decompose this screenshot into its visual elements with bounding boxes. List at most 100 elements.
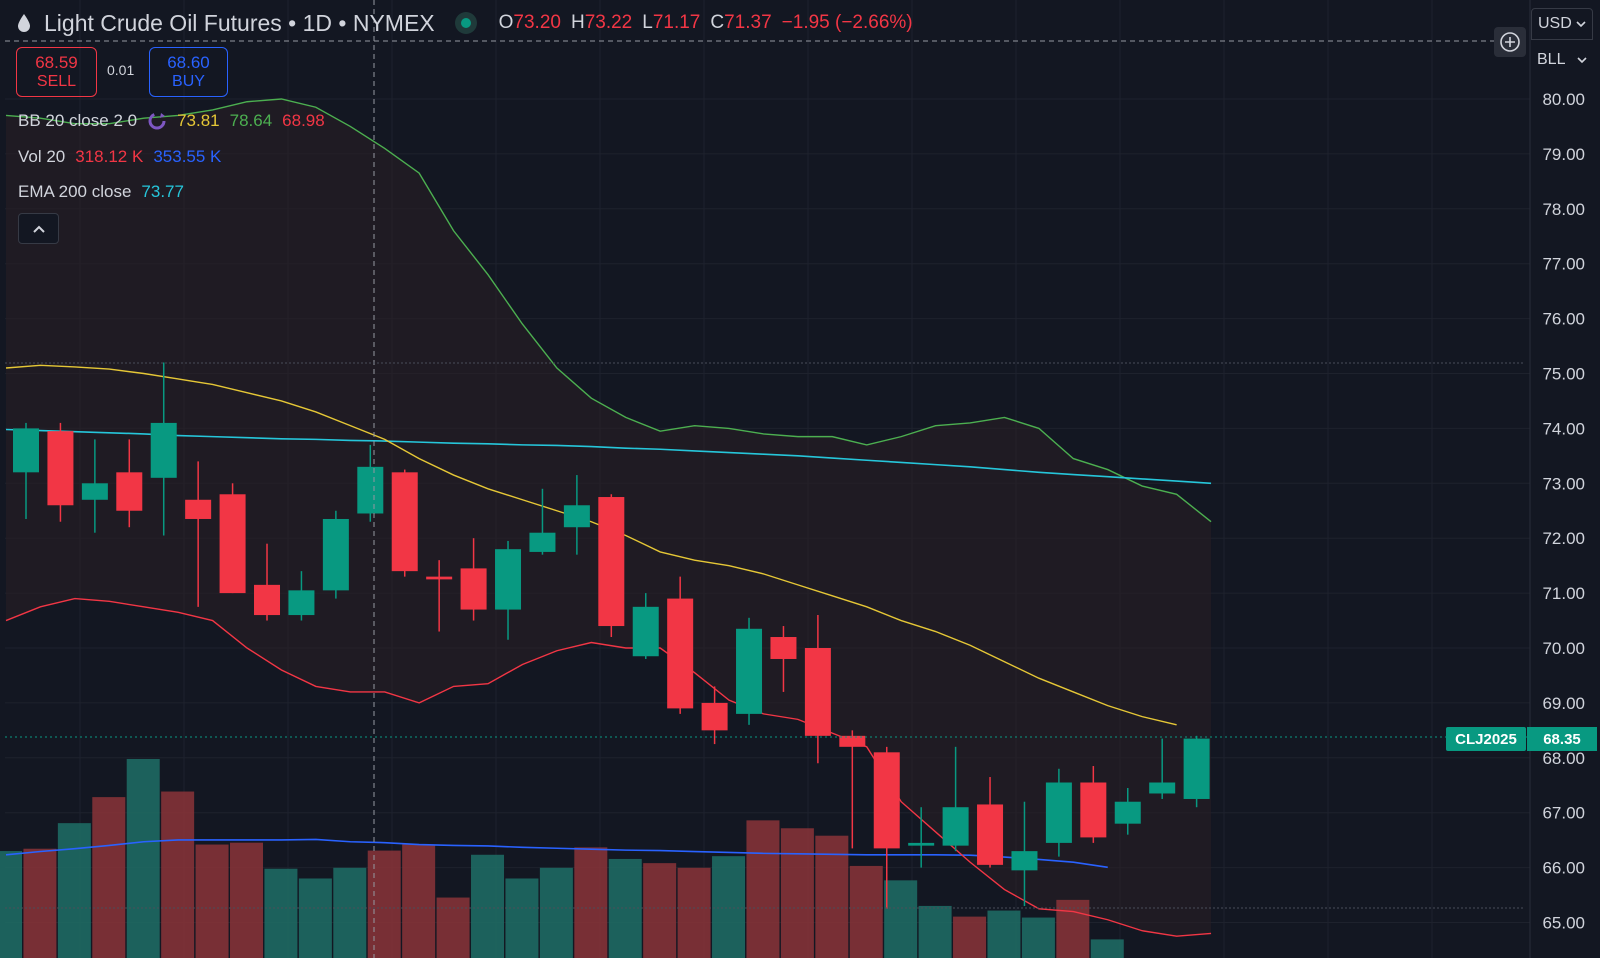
bollinger-lower-line <box>5 597 1212 937</box>
ema-200-line <box>5 428 1212 485</box>
volume-bar <box>574 847 608 958</box>
candle-body <box>1045 782 1072 843</box>
volume-bar <box>126 758 160 958</box>
candle-body <box>116 472 143 511</box>
volume-bar <box>918 905 952 958</box>
price-tick-label: 67.00 <box>1542 804 1585 823</box>
bollinger-basis-line <box>5 364 1177 726</box>
sell-price: 68.59 <box>35 53 78 72</box>
price-tick-label: 69.00 <box>1542 694 1585 713</box>
price-tick-label: 76.00 <box>1542 310 1585 329</box>
volume-bar <box>471 854 505 958</box>
bollinger-upper-line <box>5 98 1212 523</box>
buy-label: BUY <box>172 73 205 90</box>
currency-label: USD <box>1538 15 1572 32</box>
volume-bar <box>367 850 401 958</box>
spread-value: 0.01 <box>107 62 135 78</box>
candle-body <box>598 497 625 627</box>
collapse-legend-button[interactable] <box>18 213 59 244</box>
high-label: H <box>570 12 585 33</box>
symbol-legend: Light Crude Oil Futures • 1D • NYMEX O73… <box>18 8 913 38</box>
candle-body <box>908 842 935 846</box>
volume-bar <box>333 867 367 958</box>
candle-body <box>1114 801 1141 824</box>
symbol-title[interactable]: Light Crude Oil Futures • 1D • NYMEX <box>44 9 435 36</box>
candle-body <box>632 606 659 657</box>
oil-drop-icon <box>18 14 30 32</box>
last-price-tag: 68.35 <box>1527 727 1597 751</box>
chevron-down-icon <box>1577 57 1587 64</box>
candle-body <box>288 590 315 616</box>
vol-ma-value: 353.55 K <box>153 147 222 166</box>
candle-body <box>563 505 590 528</box>
loading-sync-icon <box>148 112 166 130</box>
candle-body <box>150 422 177 478</box>
candle-body <box>1080 782 1107 838</box>
buy-button[interactable]: 68.60 BUY <box>149 47 228 97</box>
candle-body <box>219 494 246 594</box>
candle-body <box>460 568 487 610</box>
candle-body <box>81 483 108 500</box>
price-axis: 80.00 79.00 78.00 77.00 76.00 75.00 74.00 73.00… <box>1542 90 1585 933</box>
candles <box>13 362 1210 909</box>
price-tick-label: 71.00 <box>1542 584 1585 603</box>
volume-bar <box>849 865 883 958</box>
volume-bar <box>436 897 470 958</box>
candle-body <box>701 702 728 731</box>
volume-bar <box>402 844 436 958</box>
indicator-bb[interactable]: BB 20 close 2 0 73.81 78.64 68.98 <box>18 108 325 134</box>
ema-name: EMA 200 close <box>18 182 132 201</box>
volume-bar <box>643 863 677 958</box>
candle-body <box>529 532 556 552</box>
price-tick-label: 80.00 <box>1542 90 1585 109</box>
change-value: −1.95 (−2.66%) <box>781 12 913 33</box>
unit-label: BLL <box>1537 51 1566 68</box>
candle-body <box>1149 782 1176 794</box>
buy-price: 68.60 <box>167 53 210 72</box>
candle-body <box>426 576 453 580</box>
symbol-price-tag: CLJ2025 <box>1446 727 1526 751</box>
volume-bar <box>780 828 814 958</box>
price-tick-label: 78.00 <box>1542 200 1585 219</box>
volume-bar <box>746 820 780 958</box>
price-tick-label: 73.00 <box>1542 474 1585 493</box>
indicator-volume[interactable]: Vol 20 318.12 K 353.55 K <box>18 144 221 170</box>
volume-bar <box>57 823 91 958</box>
candle-body <box>873 752 900 849</box>
add-price-alert-button[interactable] <box>1494 27 1526 57</box>
unit-dropdown[interactable]: BLL <box>1531 44 1593 76</box>
price-tick-label: 77.00 <box>1542 255 1585 274</box>
candle-body <box>770 637 797 659</box>
price-tick-label: 68.00 <box>1542 749 1585 768</box>
currency-dropdown[interactable]: USD <box>1531 8 1593 40</box>
candle-body <box>322 518 349 591</box>
candle-body <box>13 428 39 473</box>
sell-label: SELL <box>36 73 77 90</box>
price-tick-label: 79.00 <box>1542 145 1585 164</box>
volume-bar <box>23 848 57 958</box>
market-status-icon[interactable] <box>454 12 477 34</box>
candle-body <box>254 584 281 616</box>
open-label: O <box>498 12 514 33</box>
open-value: 73.20 <box>513 12 561 33</box>
price-tick-label: 72.00 <box>1542 529 1585 548</box>
volume-bar <box>161 791 195 958</box>
chevron-down-icon <box>1576 21 1586 28</box>
volume-bar <box>298 878 332 958</box>
volume-bar <box>677 867 711 958</box>
indicator-ema[interactable]: EMA 200 close 73.77 <box>18 179 184 205</box>
chevron-up-icon <box>32 225 45 233</box>
volume-bar <box>987 910 1021 958</box>
sell-button[interactable]: 68.59 SELL <box>16 47 97 97</box>
volume-bar <box>539 867 573 958</box>
candle-body <box>977 804 1004 865</box>
close-label: C <box>710 12 725 33</box>
price-tick-label: 70.00 <box>1542 639 1585 658</box>
bb-basis-value: 73.81 <box>177 111 220 130</box>
candle-body <box>804 648 831 736</box>
bb-lower-value: 68.98 <box>282 111 325 130</box>
volume-bar <box>1090 939 1124 958</box>
candle-body <box>839 735 866 747</box>
volume-bar <box>1021 917 1055 958</box>
